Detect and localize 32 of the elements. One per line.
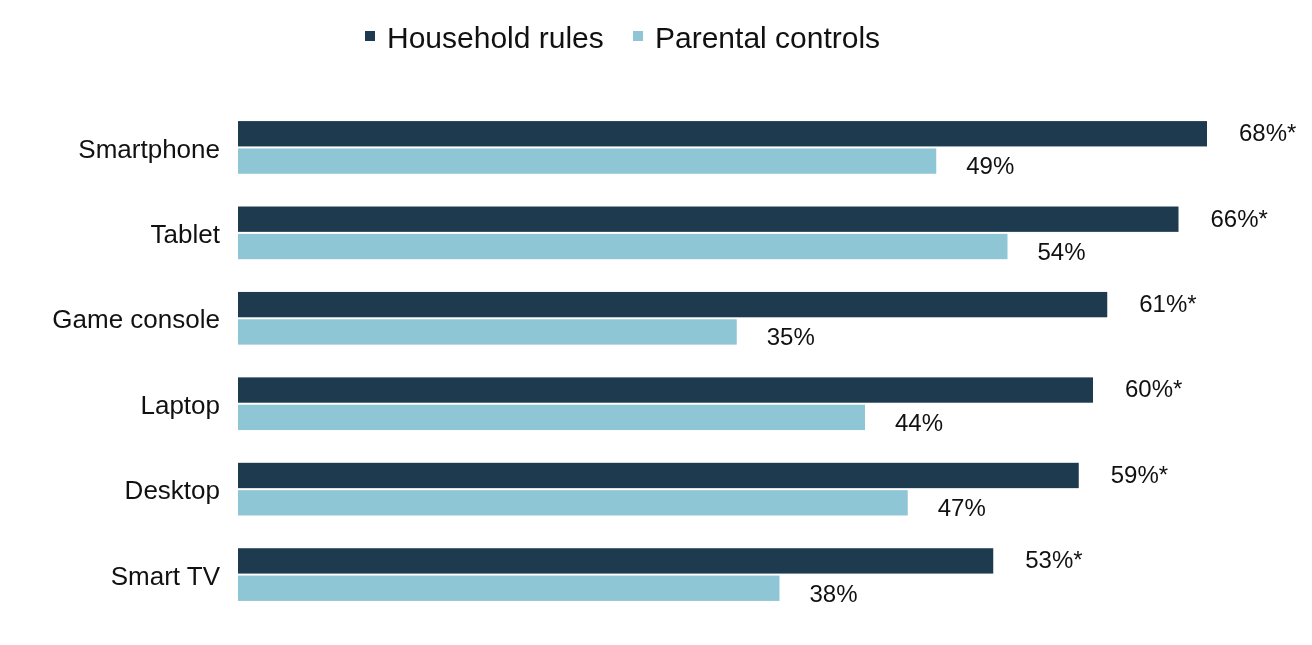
data-label: 47% — [937, 494, 986, 522]
data-label: 66%* — [1210, 204, 1268, 232]
bar — [238, 206, 1179, 232]
y-tick-label: Game console — [52, 304, 220, 335]
y-tick-label: Tablet — [150, 218, 221, 249]
data-label: 49% — [966, 152, 1015, 180]
bar — [238, 319, 737, 345]
legend-label: Household rules — [387, 20, 604, 54]
data-label: 44% — [895, 408, 944, 436]
y-tick-label: Laptop — [140, 389, 220, 420]
bar — [238, 148, 937, 174]
y-tick-label: Smart TV — [110, 560, 221, 591]
bar — [238, 377, 1093, 403]
bar — [238, 291, 1108, 318]
bar — [238, 233, 1008, 260]
data-label: 35% — [766, 323, 815, 351]
bar — [238, 548, 994, 574]
bar — [238, 404, 865, 431]
data-label: 54% — [1037, 237, 1086, 265]
data-label: 68%* — [1239, 119, 1297, 147]
y-tick-label: Smartphone — [78, 133, 220, 164]
bar — [238, 121, 1207, 147]
bar — [238, 490, 908, 516]
data-label: 53%* — [1025, 546, 1083, 574]
data-label: 61%* — [1139, 290, 1197, 318]
bar — [238, 575, 780, 601]
data-label: 59%* — [1110, 460, 1169, 488]
y-tick-label: Desktop — [124, 475, 220, 506]
data-label: 38% — [809, 579, 858, 607]
bar — [238, 462, 1079, 489]
legend-label: Parental controls — [655, 20, 881, 54]
data-label: 60%* — [1125, 375, 1183, 403]
